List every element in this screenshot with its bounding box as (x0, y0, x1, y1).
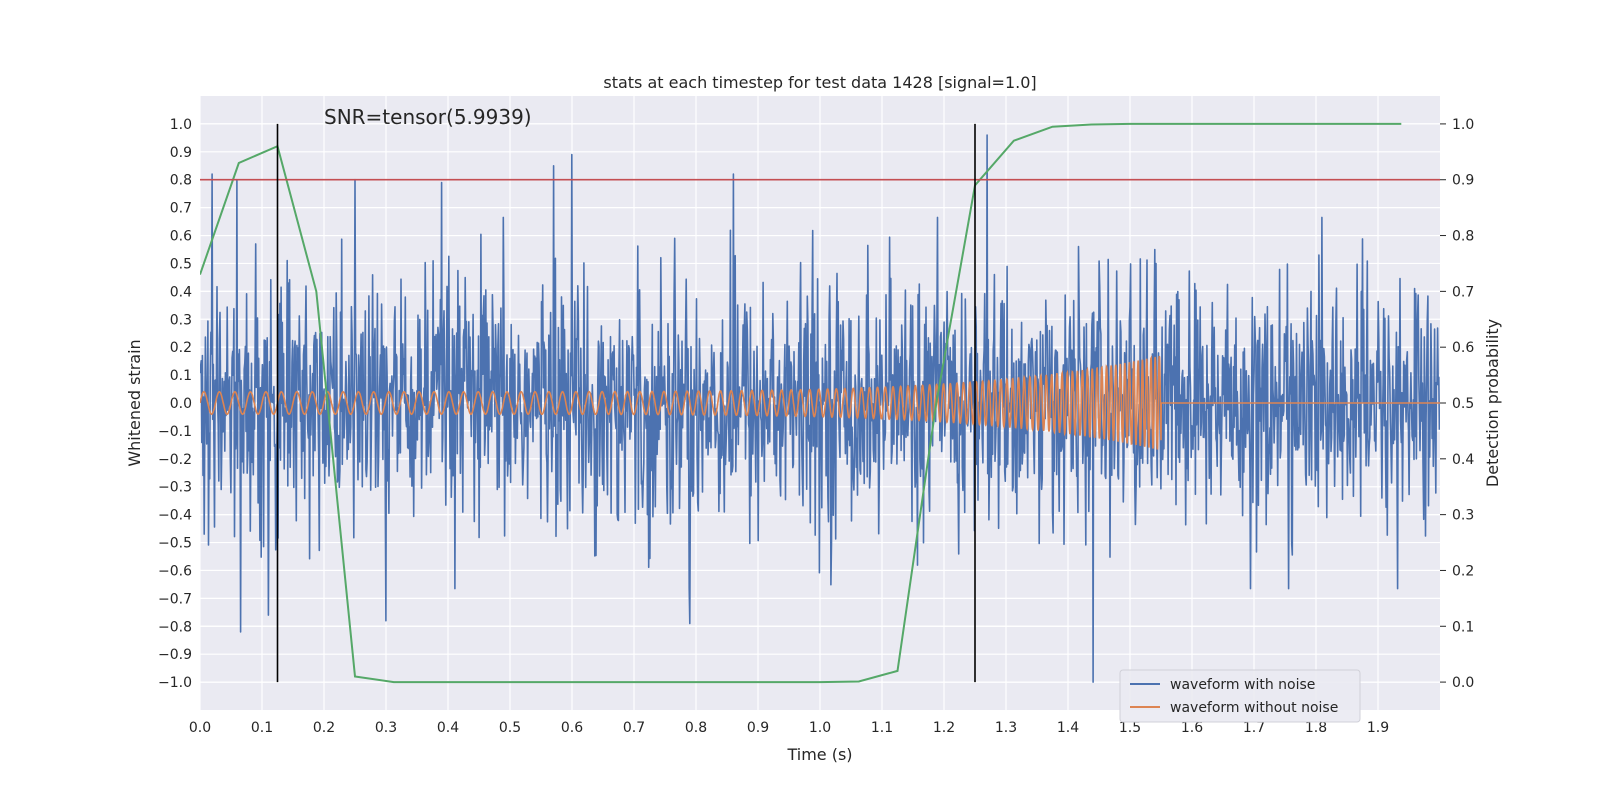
y-tick-label: −0.3 (158, 480, 192, 496)
y-tick-label: 0.5 (170, 256, 192, 272)
y-tick-label: 0.7 (170, 201, 192, 217)
y-tick-label: 1.0 (170, 117, 192, 133)
y-tick-label: −0.2 (158, 452, 192, 468)
y-axis-label: Whitened strain (125, 339, 144, 466)
y-axis-ticks: −1.0 −0.9 −0.8 −0.7 −0.6 −0.5 −0.4 −0.3 −0.2 −0.1… (158, 117, 192, 691)
y-tick-label: 0.1 (170, 368, 192, 384)
y2-tick-label: 0.5 (1452, 396, 1474, 412)
legend-label-noise: waveform with noise (1170, 677, 1315, 693)
x-tick-label: 1.5 (1119, 720, 1141, 736)
x-tick-label: 0.3 (375, 720, 397, 736)
y2-tick-label: 0.9 (1452, 173, 1474, 189)
x-tick-label: 0.2 (313, 720, 335, 736)
x-tick-label: 0.7 (623, 720, 645, 736)
x-tick-label: 0.1 (251, 720, 273, 736)
chart-title: stats at each timestep for test data 142… (603, 73, 1036, 92)
y2-tick-label: 0.1 (1452, 619, 1474, 635)
snr-annotation: SNR=tensor(5.9939) (324, 105, 532, 129)
x-tick-label: 1.7 (1243, 720, 1265, 736)
x-tick-label: 0.5 (499, 720, 521, 736)
y-tick-label: −0.4 (158, 508, 192, 524)
y-tick-label: 0.6 (170, 229, 192, 245)
y-tick-label: −0.9 (158, 647, 192, 663)
y-tick-label: 0.9 (170, 145, 192, 161)
x-axis-label: Time (s) (786, 745, 852, 764)
y-tick-label: −0.7 (158, 591, 192, 607)
series-line-clean (200, 355, 1440, 450)
x-tick-label: 1.4 (1057, 720, 1079, 736)
y-tick-label: 0.8 (170, 173, 192, 189)
x-tick-label: 1.2 (933, 720, 955, 736)
x-tick-label: 0.9 (747, 720, 769, 736)
y2-tick-label: 0.6 (1452, 340, 1474, 356)
y-tick-label: −0.1 (158, 424, 192, 440)
x-tick-label: 0.6 (561, 720, 583, 736)
x-tick-label: 1.1 (871, 720, 893, 736)
x-tick-label: 1.6 (1181, 720, 1203, 736)
y-tick-label: −1.0 (158, 675, 192, 691)
y2-tick-label: 0.2 (1452, 563, 1474, 579)
legend-box (1119, 669, 1361, 723)
x-tick-label: 1.8 (1305, 720, 1327, 736)
legend: waveform with noise waveform without noi… (1119, 669, 1361, 723)
legend-label-clean: waveform without noise (1170, 700, 1338, 716)
y2-tick-label: 0.7 (1452, 284, 1474, 300)
y2-tick-label: 0.3 (1452, 508, 1474, 524)
x-tick-label: 0.8 (685, 720, 707, 736)
y-tick-label: −0.5 (158, 536, 192, 552)
y-tick-label: 0.0 (170, 396, 192, 412)
series-layer (200, 122, 1440, 684)
x-tick-label: 1.0 (809, 720, 831, 736)
series-line-probability (200, 122, 1402, 684)
series-line-noise (200, 134, 1440, 683)
y2-axis-ticks: 0.0 0.1 0.2 0.3 0.4 0.5 0.6 0.7 0.8 0.9 1.0 (1440, 117, 1474, 691)
y2-tick-label: 0.8 (1452, 229, 1474, 245)
x-tick-label: 1.9 (1367, 720, 1389, 736)
x-tick-label: 0.4 (437, 720, 459, 736)
y-tick-label: 0.3 (170, 312, 192, 328)
y-tick-label: −0.6 (158, 563, 192, 579)
x-tick-label: 0.0 (189, 720, 211, 736)
x-axis-ticks: 0.0 0.1 0.2 0.3 0.4 0.5 0.6 0.7 0.8 0.9 1.0 1.1 1.2 1… (189, 720, 1389, 736)
y-tick-label: 0.2 (170, 340, 192, 356)
y2-axis-label: Detection probability (1483, 319, 1502, 487)
y-tick-label: −0.8 (158, 619, 192, 635)
y-tick-label: 0.4 (170, 284, 192, 300)
y2-tick-label: 0.0 (1452, 675, 1474, 691)
y2-tick-label: 1.0 (1452, 117, 1474, 133)
y2-tick-label: 0.4 (1452, 452, 1474, 468)
x-tick-label: 1.3 (995, 720, 1017, 736)
overlay-layer (200, 123, 1440, 683)
